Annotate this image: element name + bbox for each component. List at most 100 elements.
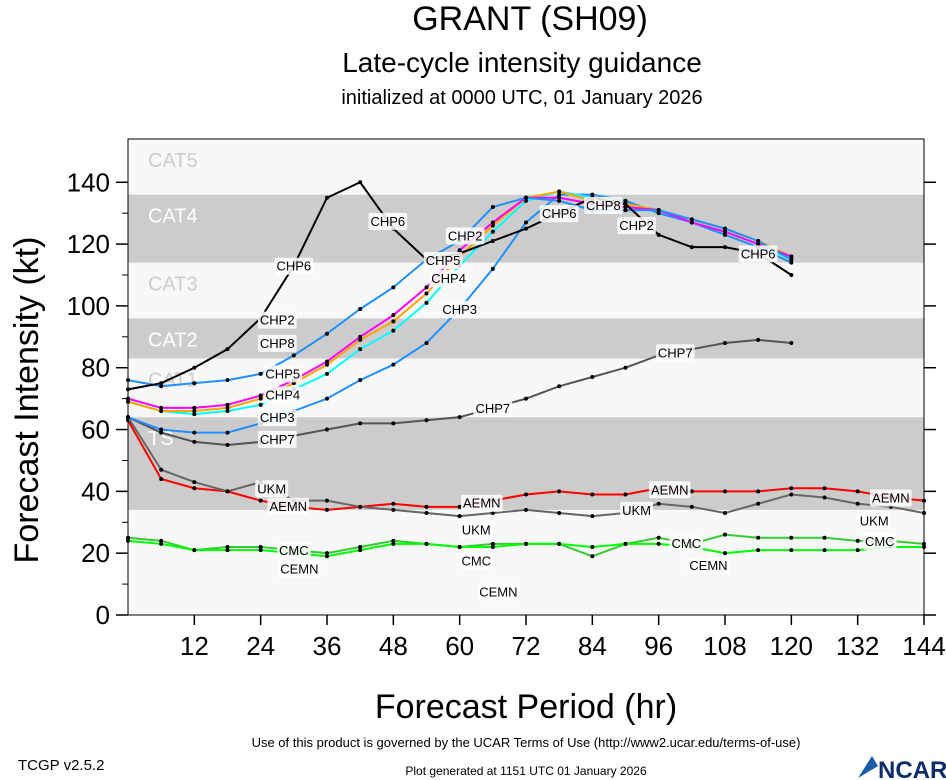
series-label-background	[263, 365, 303, 383]
series-label-group: CHP6	[738, 245, 778, 263]
series-label-group: CHP8	[257, 334, 297, 352]
data-point	[524, 220, 528, 225]
y-tick-label: 20	[81, 538, 110, 568]
data-point	[822, 548, 827, 553]
x-axis-label: Forecast Period (hr)	[375, 688, 677, 726]
data-point	[855, 501, 860, 506]
data-point	[325, 554, 329, 559]
data-point	[490, 220, 495, 225]
y-tick-label: 140	[67, 167, 110, 197]
x-tick-label: 108	[703, 631, 746, 661]
data-point	[656, 211, 661, 216]
data-point	[855, 538, 860, 543]
data-point	[623, 198, 628, 203]
data-point	[756, 501, 761, 506]
series-label-background	[738, 245, 778, 263]
x-tick-label: 132	[836, 631, 879, 661]
data-point	[490, 266, 495, 271]
data-point	[590, 554, 595, 559]
data-point	[557, 192, 562, 197]
data-point	[524, 226, 528, 231]
data-point	[192, 439, 197, 444]
series-label-background	[539, 205, 579, 223]
x-tick-label: 120	[770, 631, 813, 661]
series-label-background	[445, 227, 485, 245]
data-point	[524, 492, 528, 497]
data-point	[490, 229, 495, 234]
data-point	[457, 514, 462, 519]
series-label-group: AEMN	[460, 494, 503, 512]
series-label-group: UKM	[459, 521, 493, 539]
series-label-background	[278, 560, 321, 578]
series-label-background	[257, 311, 297, 329]
data-point	[590, 375, 595, 379]
data-point	[524, 195, 528, 200]
series-label-background	[669, 534, 704, 552]
series-label-background	[263, 386, 303, 404]
series-label: CHP6	[741, 246, 776, 261]
series-label: CHP4	[265, 388, 300, 403]
data-point	[192, 412, 197, 417]
series-label: CHP5	[265, 366, 300, 381]
band-cat5	[128, 139, 924, 195]
data-point	[623, 365, 628, 370]
series-label-group: CHP4	[263, 386, 303, 404]
data-point	[756, 337, 761, 342]
data-point	[789, 486, 794, 491]
series-label-background	[620, 501, 654, 519]
data-point	[159, 384, 164, 389]
series-label-group: AEMN	[870, 489, 912, 507]
series-label-group: CHP3	[440, 301, 480, 318]
series-label: CHP2	[260, 313, 295, 328]
series-label: AEMN	[872, 491, 910, 506]
series-label-group: UKM	[255, 480, 289, 498]
series-label-group: CHP7	[655, 344, 695, 362]
data-point	[557, 511, 562, 515]
data-point	[789, 273, 794, 277]
band-below-ts	[128, 509, 924, 615]
init-time: initialized at 0000 UTC, 01 January 2026	[341, 87, 702, 109]
data-point	[723, 511, 727, 515]
data-point	[457, 504, 462, 509]
data-point	[623, 541, 628, 546]
series-label-group: CHP5	[263, 365, 303, 383]
series-label-group: AEMN	[648, 481, 691, 499]
data-point	[192, 486, 197, 491]
data-point	[756, 242, 761, 247]
x-tick-label: 24	[246, 631, 275, 661]
data-point	[424, 291, 429, 296]
data-point	[159, 430, 164, 435]
data-point	[656, 535, 661, 540]
series-label-background	[617, 217, 656, 235]
data-point	[524, 507, 528, 512]
data-point	[391, 319, 396, 324]
data-point	[557, 198, 562, 203]
series-label-group: AEMN	[267, 497, 310, 515]
data-point	[490, 541, 495, 546]
series-label-background	[648, 481, 691, 499]
data-point	[325, 195, 329, 200]
data-point	[358, 504, 363, 509]
data-point	[391, 362, 396, 367]
data-point	[325, 427, 329, 432]
data-point	[391, 421, 396, 426]
data-point	[358, 545, 363, 549]
data-point	[225, 409, 230, 413]
data-point	[656, 208, 661, 213]
y-tick-label: 0	[96, 600, 110, 630]
series-label: CHP4	[431, 271, 466, 286]
data-point	[490, 545, 495, 549]
data-point	[291, 353, 296, 358]
data-point	[358, 307, 363, 311]
data-point	[789, 548, 794, 553]
data-point	[325, 331, 329, 336]
data-point	[789, 260, 794, 265]
series-label-group: CHP6	[274, 257, 314, 275]
data-point	[723, 232, 727, 237]
data-point	[822, 495, 827, 500]
series-label: CHP7	[260, 432, 295, 447]
series-label: CHP2	[448, 228, 483, 243]
version-label: TCGP v2.5.2	[18, 757, 104, 774]
series-label-group: CEMN	[278, 560, 321, 578]
series-label-background	[870, 489, 912, 507]
